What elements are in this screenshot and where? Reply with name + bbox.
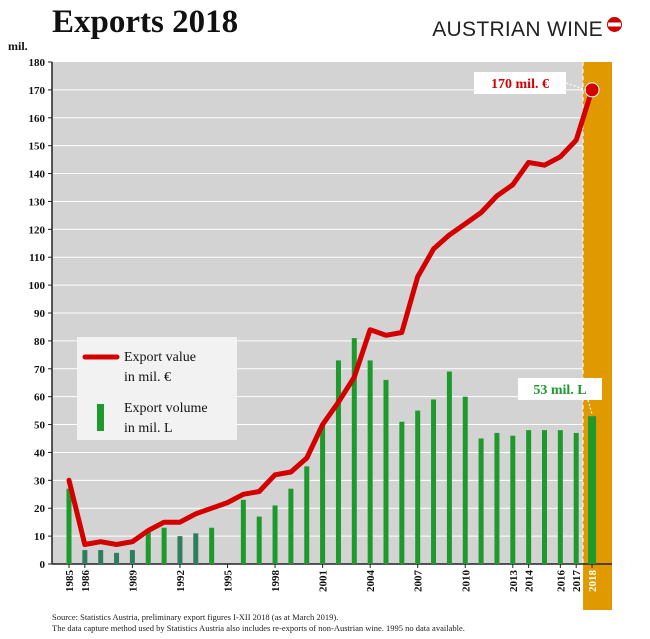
volume-bar-2003 [351, 338, 357, 564]
volume-bar-2009 [446, 371, 452, 564]
y-tick-label: 140 [29, 169, 46, 181]
volume-bar-2018 [588, 416, 597, 564]
volume-bar-2012 [494, 432, 500, 564]
volume-bar-2007 [415, 410, 421, 564]
y-tick-label: 180 [29, 57, 46, 69]
source-line-2: The data capture method used by Statisti… [52, 623, 465, 633]
volume-annotation: 53 mil. L [533, 383, 586, 398]
volume-bar-2013 [510, 435, 516, 564]
x-tick-label-2013: 2013 [508, 570, 520, 593]
x-tick-label-2010: 2010 [460, 570, 472, 593]
y-tick-label: 110 [29, 252, 45, 264]
legend-value-label-2: in mil. € [124, 370, 171, 385]
y-tick-label: 70 [34, 364, 46, 376]
volume-bar-2011 [478, 438, 484, 564]
value-point-2018 [584, 82, 600, 98]
volume-bar-1991 [161, 527, 167, 564]
legend-volume-label-1: Export volume [124, 401, 208, 416]
y-tick-label: 120 [29, 224, 46, 236]
volume-bar-1993 [193, 533, 199, 564]
y-tick-label: 50 [34, 420, 46, 432]
volume-bar-1997 [256, 516, 262, 564]
y-tick-label: 100 [29, 280, 46, 292]
x-tick-label-2018: 2018 [587, 570, 599, 593]
y-axis-unit: mil. [8, 39, 28, 53]
volume-bar-2016 [557, 430, 563, 564]
y-tick-label: 160 [29, 113, 46, 125]
volume-bar-1992 [177, 536, 183, 564]
chart: 0 10 20 30 40 50 60 70 80 90 100 110 120 130 140 150 160… [8, 39, 612, 610]
brand-logo: AUSTRIAN WINE [432, 16, 622, 42]
volume-bar-1994 [209, 527, 215, 564]
volume-bar-2006 [399, 421, 405, 564]
volume-bar-2005 [383, 379, 389, 564]
volume-bar-2014 [526, 430, 532, 564]
value-annotation: 170 mil. € [491, 77, 549, 92]
y-tick-label: 170 [29, 85, 46, 97]
brand-name: AUSTRIAN WINE [432, 18, 603, 41]
x-tick-label-2007: 2007 [413, 570, 425, 593]
y-tick-label: 40 [34, 447, 46, 459]
y-tick-label: 30 [34, 475, 46, 487]
value-annotation-box [474, 72, 566, 94]
volume-bar-1989 [129, 550, 135, 564]
volume-annotation-box [518, 378, 602, 400]
y-tick-label: 60 [34, 392, 46, 404]
x-tick-label-2004: 2004 [365, 570, 377, 593]
value-annotation-leader [565, 82, 587, 91]
volume-bar-2008 [431, 399, 437, 564]
volume-bar-1998 [272, 505, 278, 564]
volume-bar-2015 [542, 430, 547, 564]
volume-bar-2001 [320, 424, 326, 564]
volume-bar-1999 [288, 488, 294, 564]
x-tick-label-2017: 2017 [571, 570, 583, 593]
volume-bar-1988 [114, 552, 120, 564]
volume-bar-1996 [240, 499, 246, 564]
x-tick-label-2016: 2016 [555, 570, 567, 593]
y-tick-label: 130 [29, 196, 46, 208]
chart-title: Exports 2018 [52, 4, 239, 40]
volume-bar-1987 [98, 550, 104, 564]
x-tick-label-1995: 1995 [223, 570, 235, 593]
y-tick-label: 10 [34, 531, 46, 543]
y-tick-label: 150 [29, 141, 46, 153]
austria-flag-icon [607, 16, 622, 32]
source-note: Source: Statistics Austria, preliminary … [52, 612, 465, 634]
y-tick-label: 0 [40, 559, 46, 571]
source-line-1: Source: Statistics Austria, preliminary … [52, 612, 339, 622]
x-tick-label-1989: 1989 [127, 570, 139, 593]
x-tick-label-1998: 1998 [270, 570, 282, 593]
export-value-line [66, 87, 595, 547]
x-tick-label-2014: 2014 [524, 570, 536, 593]
volume-bar-1986 [82, 550, 88, 564]
y-tick-label: 80 [34, 336, 46, 348]
volume-bar-2002 [335, 360, 341, 564]
volume-bar-1990 [145, 530, 151, 564]
legend-volume-label-2: in mil. L [124, 421, 173, 436]
highlight-year-band [583, 62, 612, 610]
y-tick-label: 90 [34, 308, 46, 320]
volume-bar-2010 [462, 396, 468, 564]
volume-annotation-leader [587, 399, 593, 415]
volume-bar-2017 [573, 432, 579, 564]
x-tick-label-2001: 2001 [318, 570, 330, 592]
legend-value-label-1: Export value [124, 350, 196, 365]
volume-bar-2004 [367, 360, 373, 564]
legend-volume-swatch [97, 404, 104, 431]
x-tick-label-1992: 1992 [175, 570, 187, 593]
volume-bar-1985 [66, 488, 72, 564]
volume-bar-2000 [304, 466, 310, 564]
x-tick-label-1986: 1986 [80, 570, 92, 593]
x-tick-label-1985: 1985 [64, 570, 76, 593]
y-tick-label: 20 [34, 503, 46, 515]
